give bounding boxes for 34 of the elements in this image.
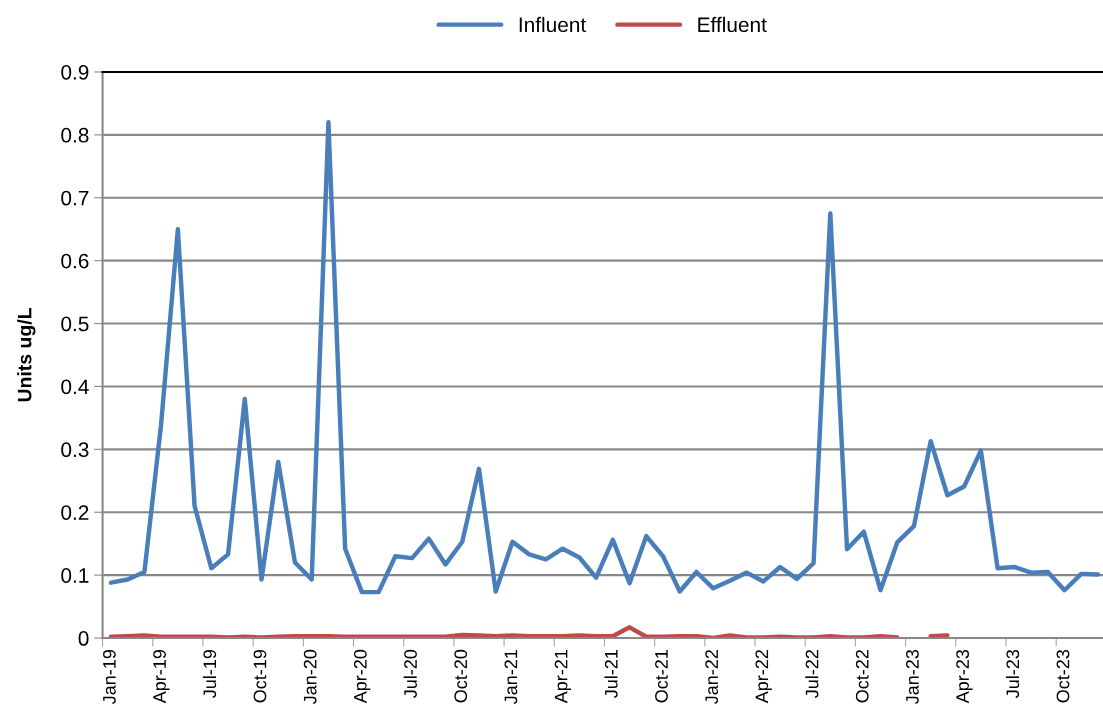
- x-tick-label: Jul-20: [403, 649, 417, 699]
- x-tick-label: Apr-21: [554, 650, 572, 704]
- x-tick-label: Jul-21: [604, 650, 618, 699]
- x-tick-label: Oct-19: [253, 649, 267, 703]
- legend-label: Influent: [519, 16, 587, 33]
- x-tick-label: Jul-22: [805, 650, 819, 699]
- x-tick-label: Jan-21: [504, 650, 518, 705]
- y-tick-label: 0.4: [61, 379, 89, 395]
- y-tick-label: 0.8: [61, 127, 89, 143]
- x-tick-label: Jan-22: [705, 650, 719, 705]
- x-tick-label: Oct-20: [454, 649, 468, 703]
- x-tick-label: Jul-19: [202, 649, 217, 699]
- x-tick-label: Apr-19: [153, 649, 170, 704]
- y-tick-label: 0.1: [61, 568, 89, 583]
- x-tick-label: Oct-23: [1056, 649, 1070, 703]
- x-tick-label: Jan-23: [906, 649, 919, 705]
- x-tick-label: Oct-21: [655, 650, 668, 703]
- y-tick-label: 0.6: [61, 253, 89, 269]
- legend-label: Effluent: [698, 16, 767, 33]
- x-tick-label: Oct-22: [855, 650, 869, 703]
- x-tick-label: Apr-23: [956, 649, 973, 704]
- x-tick-label: Apr-22: [755, 650, 772, 704]
- y-tick-label: 0.9: [61, 64, 89, 80]
- y-tick-label: 0.3: [61, 442, 89, 458]
- line-series: [108, 120, 1101, 595]
- x-tick-label: Jul-23: [1005, 649, 1020, 699]
- y-tick-label: 0.5: [61, 316, 89, 332]
- y-tick-label: 0: [78, 631, 89, 646]
- x-tick-label: Apr-20: [353, 649, 371, 704]
- y-axis-title: Units ug/L: [17, 308, 36, 402]
- y-tick-label: 0.7: [61, 190, 89, 206]
- x-tick-label: Jan-19: [103, 649, 116, 705]
- x-tick-label: Jan-20: [303, 649, 317, 705]
- y-tick-label: 0.2: [61, 505, 89, 520]
